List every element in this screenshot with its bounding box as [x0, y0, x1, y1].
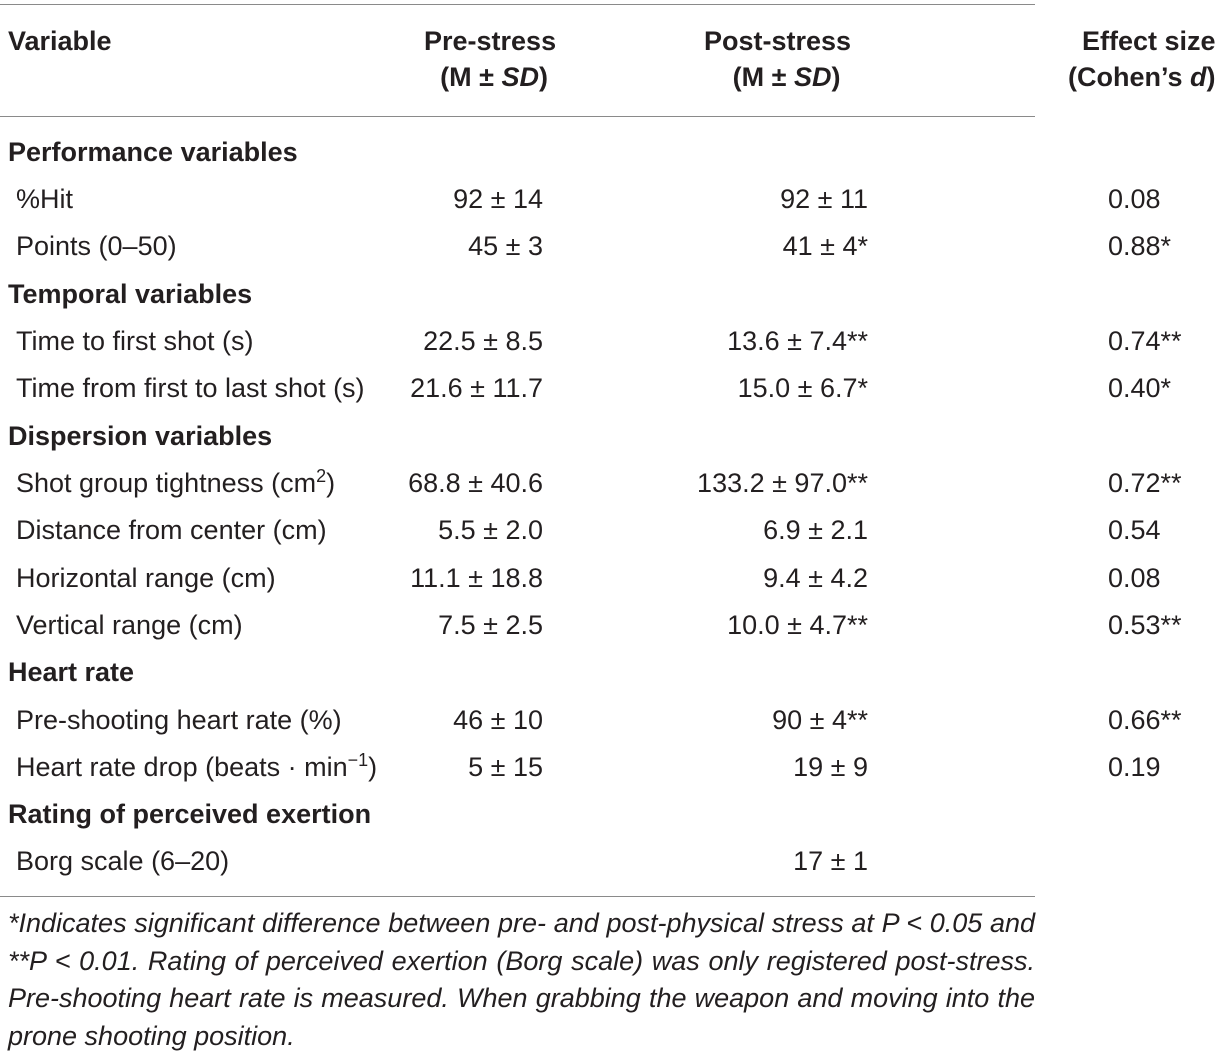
- effect-value: 0.74**: [1108, 326, 1182, 356]
- table-row: Time to first shot (s) 22.5 ± 8.5 13.6 ±…: [0, 318, 1229, 365]
- table-footnote: *Indicates significant difference betwee…: [8, 908, 1035, 1051]
- post-value: 92 ± 11: [780, 184, 868, 214]
- pre-value: 11.1 ± 18.8: [410, 563, 543, 593]
- post-value: 90 ± 4**: [772, 705, 868, 735]
- table-row: %Hit 92 ± 14 92 ± 11 0.08: [0, 176, 1229, 223]
- pre-value: 5.5 ± 2.0: [438, 515, 543, 545]
- row-label: Heart rate drop (beats · min−1): [16, 750, 378, 782]
- section-dispersion: Dispersion variables: [8, 421, 273, 451]
- pre-value: 7.5 ± 2.5: [438, 610, 543, 640]
- table-row: Time from first to last shot (s) 21.6 ± …: [0, 365, 1229, 412]
- table-row: Pre-shooting heart rate (%) 46 ± 10 90 ±…: [0, 697, 1229, 744]
- section-heart-rate: Heart rate: [8, 657, 135, 687]
- section-rpe: Rating of perceived exertion: [8, 799, 372, 829]
- header-effect-size: Effect size (Cohen’s d): [1068, 26, 1216, 92]
- post-value: 10.0 ± 4.7**: [727, 610, 868, 640]
- table-row: Shot group tightness (cm2) 68.8 ± 40.6 1…: [0, 460, 1229, 507]
- post-value: 15.0 ± 6.7*: [737, 373, 868, 403]
- table-row: Borg scale (6–20) 17 ± 1: [0, 838, 1229, 885]
- header-pre-stress: Pre-stress (M ± SD): [424, 26, 557, 92]
- post-value: 17 ± 1: [793, 846, 868, 876]
- section-performance: Performance variables: [8, 137, 298, 167]
- table-row: Distance from center (cm) 5.5 ± 2.0 6.9 …: [0, 507, 1229, 554]
- row-label: Vertical range (cm): [16, 610, 243, 640]
- row-label: Time from first to last shot (s): [16, 373, 365, 403]
- post-value: 9.4 ± 4.2: [763, 563, 868, 593]
- row-label: Horizontal range (cm): [16, 563, 276, 593]
- pre-value: 5 ± 15: [468, 752, 543, 782]
- bottom-rule: [0, 896, 1035, 897]
- post-value: 19 ± 9: [793, 752, 868, 782]
- pre-value: 92 ± 14: [453, 184, 543, 214]
- pre-value: 45 ± 3: [468, 231, 543, 261]
- section-temporal: Temporal variables: [8, 279, 253, 309]
- effect-value: 0.19: [1108, 752, 1161, 782]
- row-label: Shot group tightness (cm2): [16, 466, 336, 498]
- row-label: %Hit: [16, 184, 74, 214]
- top-rule: [0, 4, 1035, 5]
- row-label: Borg scale (6–20): [16, 846, 230, 876]
- effect-value: 0.08: [1108, 563, 1161, 593]
- post-value: 133.2 ± 97.0**: [697, 468, 868, 498]
- table-row: Heart rate drop (beats · min−1) 5 ± 15 1…: [0, 744, 1229, 791]
- effect-value: 0.40*: [1108, 373, 1172, 403]
- effect-value: 0.54: [1108, 515, 1161, 545]
- pre-value: 22.5 ± 8.5: [423, 326, 543, 356]
- header-rule: [0, 116, 1035, 117]
- effect-value: 0.88*: [1108, 231, 1172, 261]
- table-row: Points (0–50) 45 ± 3 41 ± 4* 0.88*: [0, 223, 1229, 270]
- pre-value: 46 ± 10: [453, 705, 543, 735]
- post-value: 13.6 ± 7.4**: [727, 326, 868, 356]
- effect-value: 0.66**: [1108, 705, 1182, 735]
- table-row: Horizontal range (cm) 11.1 ± 18.8 9.4 ± …: [0, 555, 1229, 602]
- header-variable: Variable: [8, 26, 112, 56]
- table-row: Vertical range (cm) 7.5 ± 2.5 10.0 ± 4.7…: [0, 602, 1229, 649]
- row-label: Distance from center (cm): [16, 515, 327, 545]
- post-value: 41 ± 4*: [782, 231, 868, 261]
- header-post-stress: Post-stress (M ± SD): [704, 26, 852, 92]
- pre-value: 21.6 ± 11.7: [410, 373, 543, 403]
- row-label: Points (0–50): [16, 231, 177, 261]
- effect-value: 0.53**: [1108, 610, 1182, 640]
- effect-value: 0.08: [1108, 184, 1161, 214]
- pre-value: 68.8 ± 40.6: [408, 468, 543, 498]
- row-label: Pre-shooting heart rate (%): [16, 705, 342, 735]
- row-label: Time to first shot (s): [16, 326, 254, 356]
- effect-value: 0.72**: [1108, 468, 1182, 498]
- post-value: 6.9 ± 2.1: [763, 515, 868, 545]
